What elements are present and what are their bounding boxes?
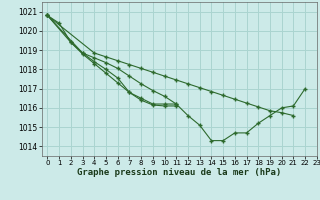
X-axis label: Graphe pression niveau de la mer (hPa): Graphe pression niveau de la mer (hPa) (77, 168, 281, 177)
